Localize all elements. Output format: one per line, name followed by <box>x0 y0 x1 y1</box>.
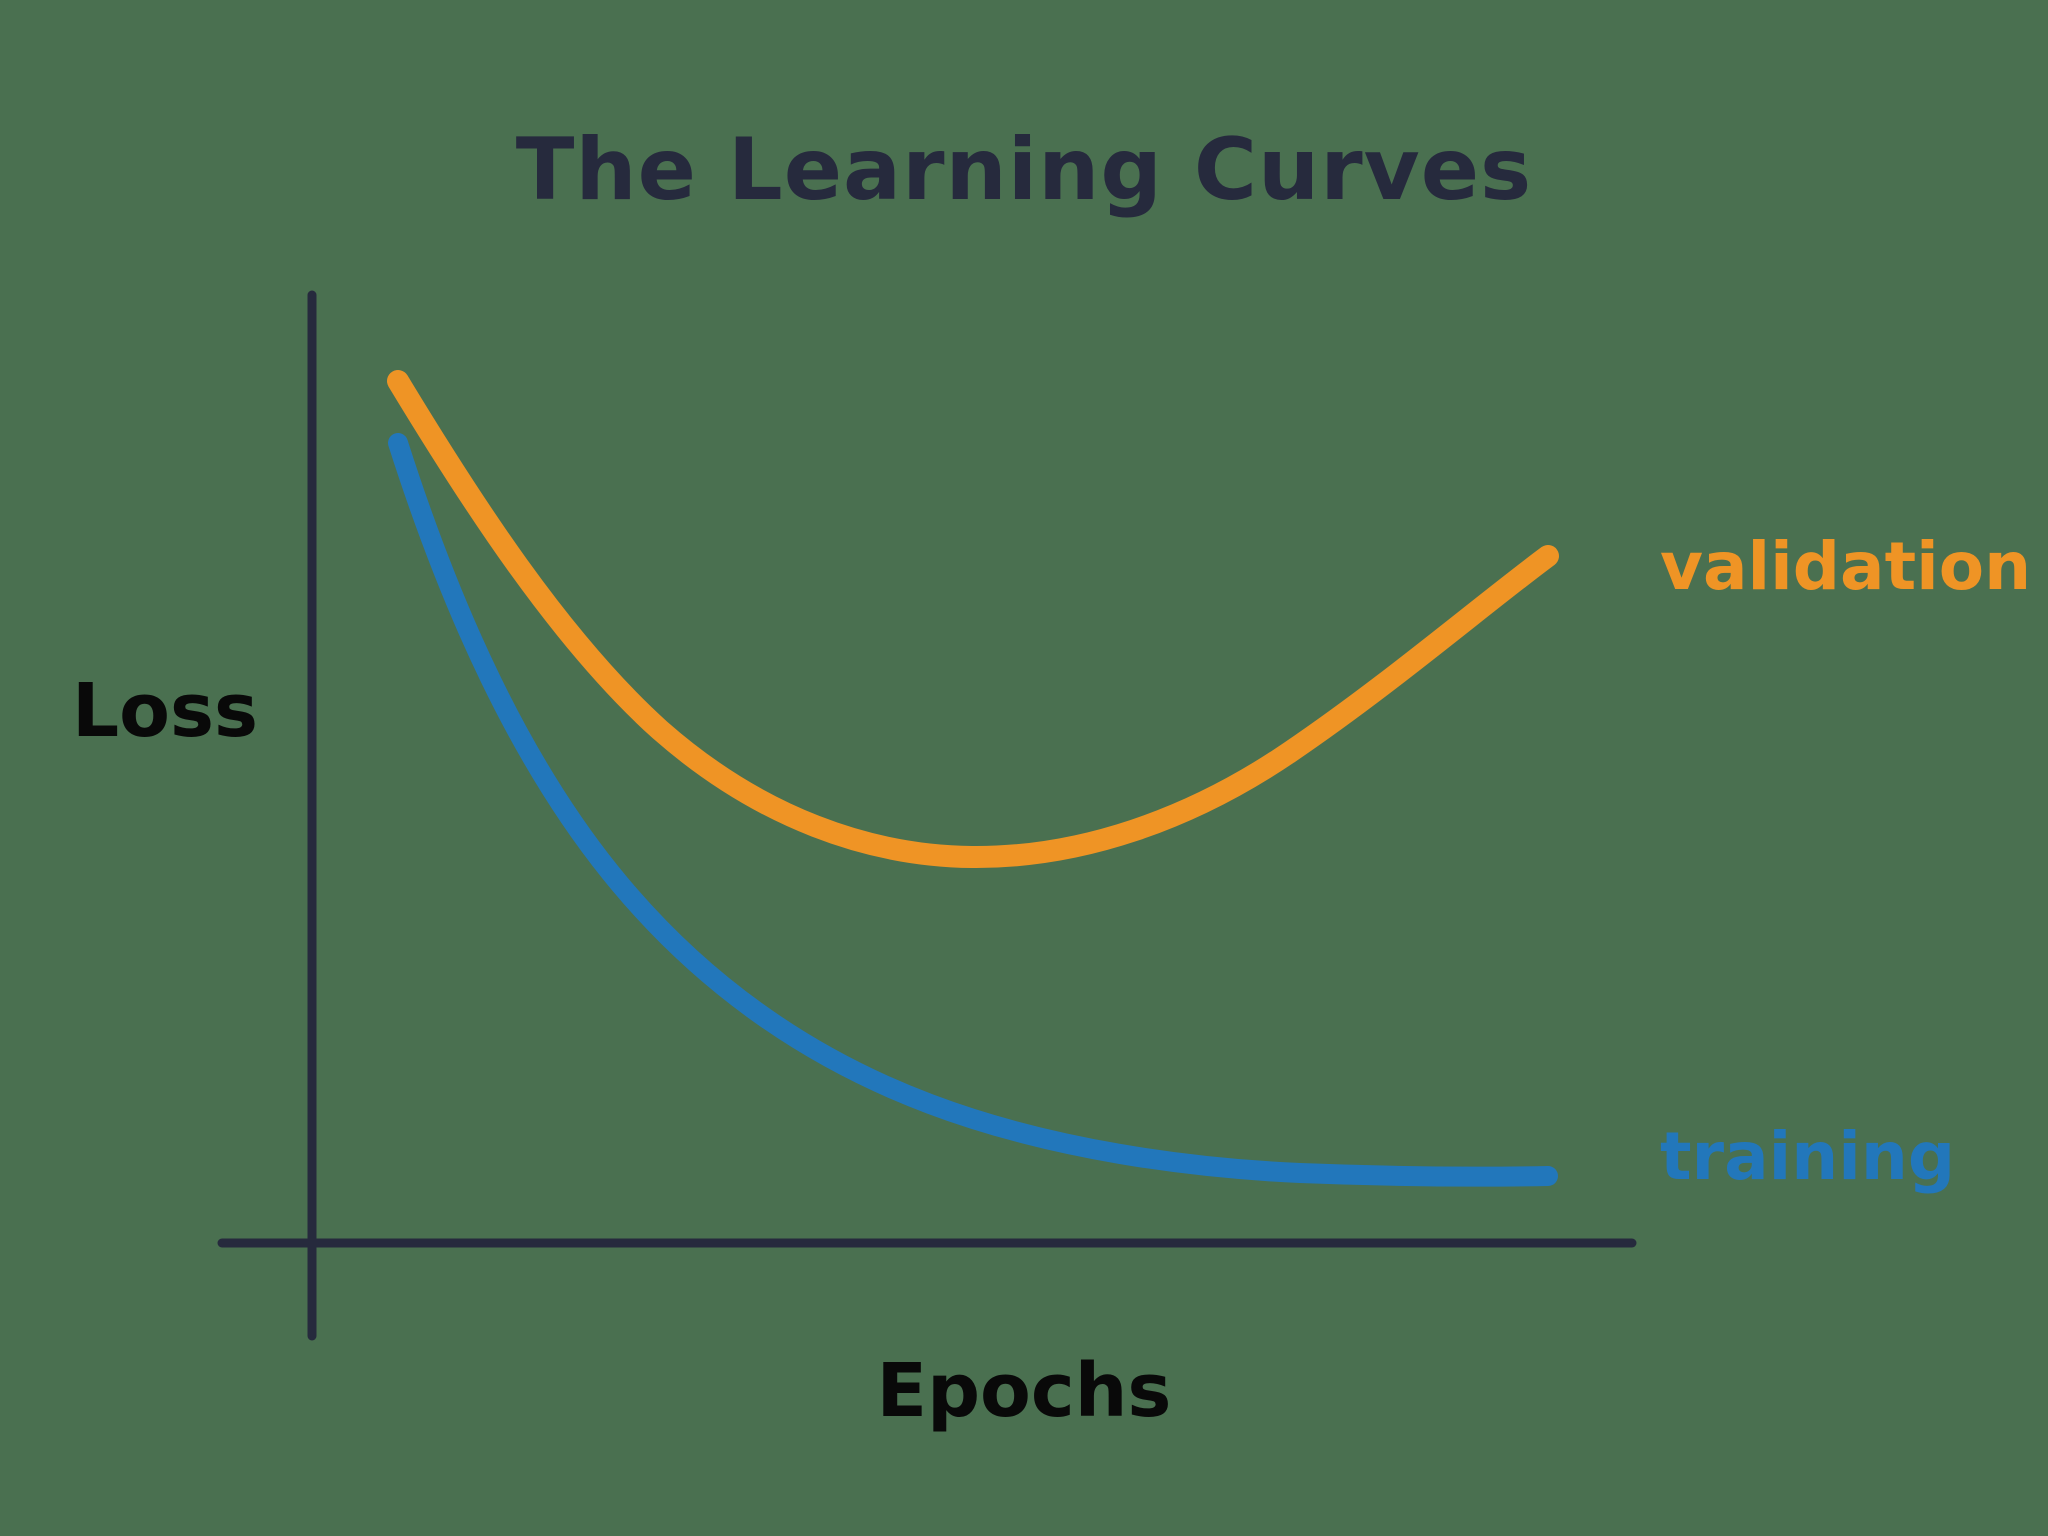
x-axis-label: Epochs <box>876 1348 1172 1434</box>
legend-label-training: training <box>1660 1118 1956 1195</box>
validation-curve <box>387 370 1559 869</box>
legend-label-validation: validation <box>1660 528 2032 605</box>
page-title: The Learning Curves <box>515 120 1533 220</box>
training-curve <box>388 433 1558 1187</box>
y-axis-label: Loss <box>72 668 259 754</box>
